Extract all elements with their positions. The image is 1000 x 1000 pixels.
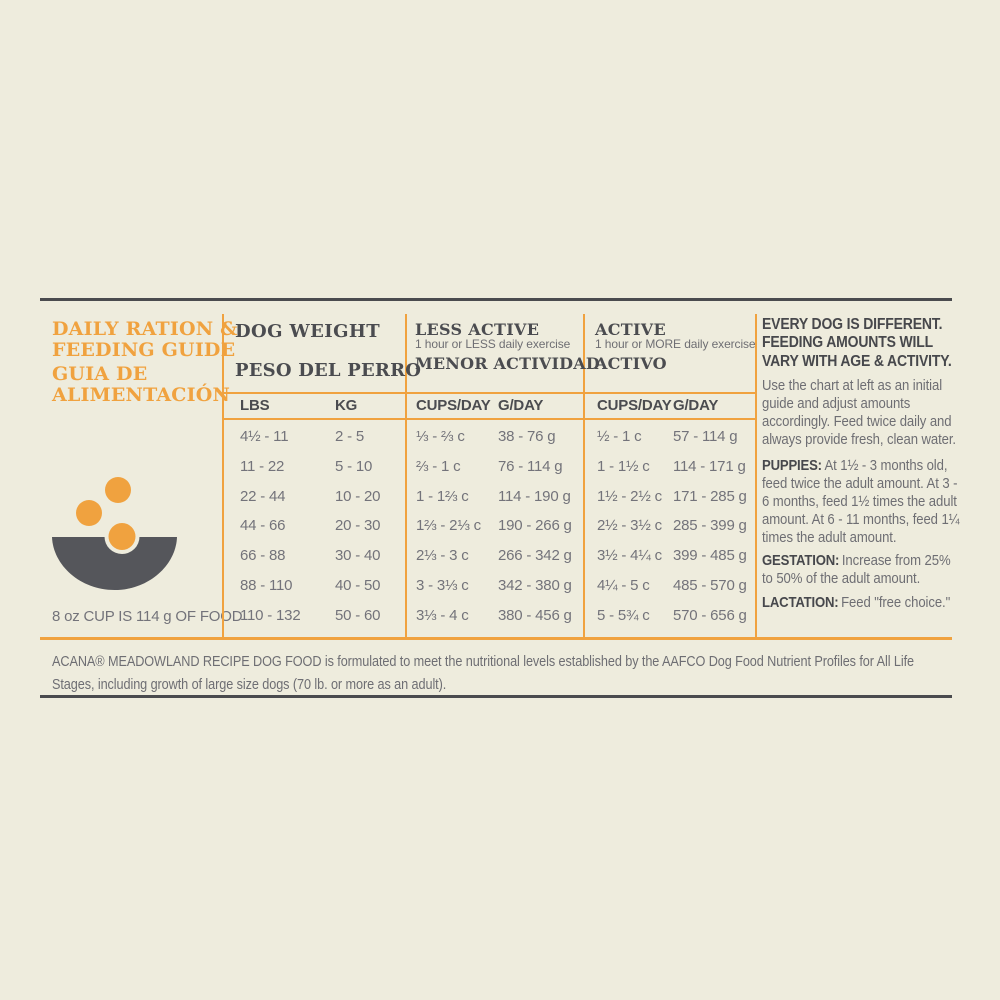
- column-divider: [222, 314, 224, 638]
- table-cell: 50 - 60: [335, 606, 381, 624]
- table-cell: 342 - 380 g: [498, 576, 572, 594]
- table-cell: 4¼ - 5 c: [597, 576, 650, 594]
- dog-weight-header-en: DOG WEIGHT: [235, 321, 381, 342]
- table-cell: 38 - 76 g: [498, 428, 556, 445]
- table-cell: 44 - 66: [240, 517, 286, 535]
- advice-panel: EVERY DOG IS DIFFERENT. FEEDING AMOUNTS …: [762, 316, 963, 618]
- puppies-text: At 1½ - 3 months old, feed twice the adu…: [762, 457, 960, 546]
- table-cell: 114 - 190 g: [498, 487, 571, 505]
- table-cell: 266 - 342 g: [498, 547, 572, 565]
- dog-weight-header-es: PESO DEL PERRO: [235, 360, 422, 381]
- advice-heading-line2: FEEDING AMOUNTS WILL: [762, 334, 933, 352]
- table-cell: 2 - 5: [335, 428, 365, 445]
- col-header-lbs: LBS: [240, 397, 270, 414]
- table-cell: 22 - 44: [240, 487, 286, 505]
- guia-title-line2: ALIMENTACIÓN: [52, 383, 231, 406]
- food-bowl-icon: [52, 477, 177, 590]
- guia-title-line1: GUIA DE: [52, 363, 148, 385]
- table-column: 4½ - 11 11 - 22 22 - 44 44 - 66 66 - 88 88 - …: [240, 422, 301, 631]
- table-cell: 114 - 171 g: [673, 457, 746, 475]
- col-header-cups-active: CUPS/DAY: [597, 397, 672, 414]
- advice-heading: EVERY DOG IS DIFFERENT. FEEDING AMOUNTS …: [762, 316, 963, 371]
- less-active-header-es: MENOR ACTIVIDAD: [415, 354, 600, 373]
- table-cell: 2½ - 3½ c: [597, 517, 662, 535]
- table-cell: 485 - 570 g: [673, 576, 747, 594]
- lactation-text: Feed "free choice.": [841, 593, 951, 611]
- bottom-rule: [40, 695, 952, 698]
- column-divider: [755, 314, 757, 638]
- table-column: 57 - 114 g 114 - 171 g 171 - 285 g 285 - 39…: [673, 422, 747, 631]
- daily-ration-title-line2: FEEDING GUIDE: [52, 338, 236, 361]
- table-cell: 2⅓ - 3 c: [416, 547, 469, 565]
- aafco-statement: ACANA® MEADOWLAND RECIPE DOG FOOD is for…: [52, 654, 915, 693]
- lactation-note: LACTATION: Feed "free choice.": [762, 594, 963, 612]
- table-cell: 1 - 1½ c: [597, 457, 650, 475]
- active-header-en: ACTIVE: [595, 320, 666, 339]
- table-cell: 190 - 266 g: [498, 517, 572, 535]
- table-cell: 380 - 456 g: [498, 606, 572, 624]
- table-cell: 4½ - 11: [240, 428, 289, 445]
- table-cell: 3½ - 4¼ c: [597, 547, 662, 565]
- table-cell: 171 - 285 g: [673, 487, 747, 505]
- table-cell: 40 - 50: [335, 576, 381, 594]
- table-column: 38 - 76 g 76 - 114 g 114 - 190 g 190 - 266 …: [498, 422, 572, 631]
- advice-intro: Use the chart at left as an initial guid…: [762, 377, 957, 448]
- table-column: ⅓ - ⅔ c ⅔ - 1 c 1 - 1⅔ c 1⅔ - 2⅓ c 2⅓ - 3 c 3…: [416, 422, 481, 631]
- col-header-cups-less: CUPS/DAY: [416, 397, 491, 414]
- table-cell: 285 - 399 g: [673, 517, 747, 535]
- table-cell: 76 - 114 g: [498, 457, 563, 475]
- col-header-g-less: G/DAY: [498, 397, 544, 414]
- top-rule: [40, 298, 952, 301]
- table-cell: 88 - 110: [240, 576, 293, 594]
- table-column: ½ - 1 c 1 - 1½ c 1½ - 2½ c 2½ - 3½ c 3½ - 4¼…: [597, 422, 662, 631]
- table-cell: ⅔ - 1 c: [416, 457, 461, 475]
- lactation-label: LACTATION:: [762, 593, 839, 611]
- col-header-g-active: G/DAY: [673, 397, 719, 414]
- daily-ration-title-line1: DAILY RATION &: [52, 318, 238, 340]
- table-cell: 30 - 40: [335, 547, 381, 565]
- table-cell: ⅓ - ⅔ c: [416, 428, 465, 445]
- less-active-header-en: LESS ACTIVE: [415, 320, 540, 339]
- active-note: 1 hour or MORE daily exercise: [595, 337, 756, 351]
- table-cell: 399 - 485 g: [673, 547, 747, 565]
- header-rule-top: [222, 392, 757, 394]
- table-cell: 66 - 88: [240, 547, 286, 565]
- table-cell: 1 - 1⅔ c: [416, 487, 469, 505]
- footer-orange-rule: [40, 637, 952, 640]
- table-cell: 5 - 10: [335, 457, 373, 475]
- table-cell: 11 - 22: [240, 457, 285, 475]
- col-header-kg: KG: [335, 397, 358, 414]
- table-cell: 20 - 30: [335, 517, 381, 535]
- gestation-text: Increase from 25% to 50% of the adult am…: [762, 552, 951, 588]
- gestation-label: GESTATION:: [762, 552, 840, 570]
- column-divider: [405, 314, 407, 638]
- guia-alimentacion-title: GUIA DE ALIMENTACIÓN: [52, 364, 230, 405]
- table-column: 2 - 5 5 - 10 10 - 20 20 - 30 30 - 40 40 - 50 5…: [335, 422, 381, 631]
- advice-heading-line3: VARY WITH AGE & ACTIVITY.: [762, 352, 952, 370]
- cup-measure-note: 8 oz CUP IS 114 g OF FOOD: [52, 608, 243, 625]
- table-cell: 110 - 132: [240, 606, 301, 624]
- table-cell: 1⅔ - 2⅓ c: [416, 517, 481, 535]
- table-cell: 10 - 20: [335, 487, 381, 505]
- gestation-note: GESTATION: Increase from 25% to 50% of th…: [762, 552, 963, 588]
- table-cell: 3 - 3⅓ c: [416, 576, 469, 594]
- table-cell: 1½ - 2½ c: [597, 487, 662, 505]
- advice-heading-line1: EVERY DOG IS DIFFERENT.: [762, 316, 943, 333]
- table-cell: 3⅓ - 4 c: [416, 606, 469, 624]
- puppies-note: PUPPIES: At 1½ - 3 months old, feed twice…: [762, 457, 963, 546]
- less-active-note: 1 hour or LESS daily exercise: [415, 337, 571, 351]
- daily-ration-title: DAILY RATION & FEEDING GUIDE: [52, 319, 237, 360]
- puppies-label: PUPPIES:: [762, 457, 822, 475]
- active-header-es: ACTIVO: [595, 354, 667, 373]
- table-cell: ½ - 1 c: [597, 428, 642, 445]
- table-cell: 570 - 656 g: [673, 606, 747, 624]
- column-divider: [583, 314, 585, 638]
- header-rule-bottom: [222, 418, 757, 420]
- table-cell: 5 - 5¾ c: [597, 606, 650, 624]
- table-cell: 57 - 114 g: [673, 428, 738, 445]
